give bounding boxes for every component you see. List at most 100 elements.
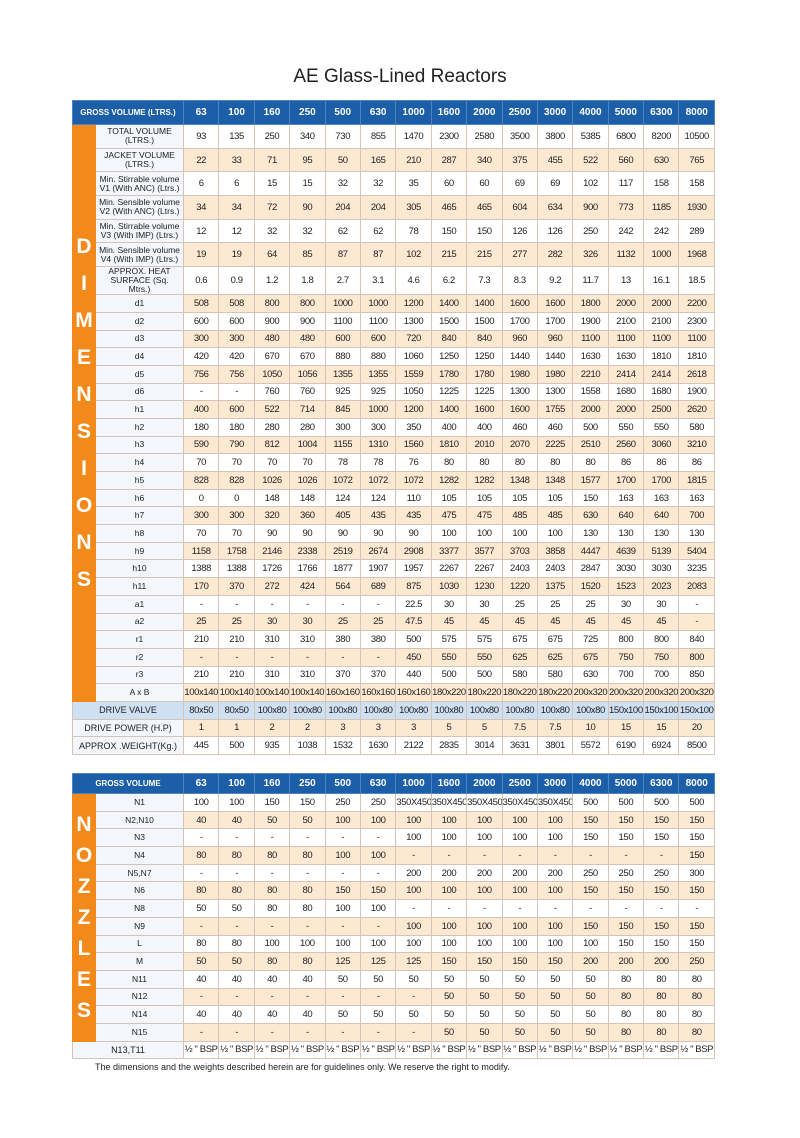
row: h5 828 828 1026 1026 1072 1072 1072 1282 1282 1348… — [73, 471, 715, 490]
cell: 100x80 — [359, 700, 397, 720]
cell: - — [430, 899, 468, 918]
cell: 300 — [678, 863, 715, 883]
cell: - — [536, 899, 574, 918]
side-letter: Z — [77, 874, 91, 898]
header-label: GROSS VOLUME (LTRS.) — [72, 100, 184, 125]
volume-header: 630 — [359, 100, 397, 125]
cell: 200x320 — [678, 683, 715, 702]
cell: 1100 — [607, 329, 645, 349]
cell: 100 — [324, 810, 361, 830]
cell: - — [536, 846, 574, 865]
cell: 3.1 — [359, 266, 397, 296]
cell: 2070 — [501, 435, 538, 455]
cell: 485 — [501, 506, 538, 526]
row-label: h10 — [95, 559, 184, 579]
cell: 1630 — [572, 347, 609, 366]
cell: 78 — [324, 453, 361, 472]
cell: 25 — [324, 612, 361, 632]
cell: 80 — [607, 987, 645, 1007]
cell: 773 — [607, 195, 645, 220]
cell: 22.5 — [395, 594, 432, 614]
cell: 100 — [324, 934, 361, 954]
cell: ½ " BSP — [395, 1040, 432, 1060]
cell: 1500 — [430, 311, 468, 331]
cell: 90 — [359, 524, 397, 543]
cell: - — [572, 899, 609, 918]
cell: 1100 — [572, 329, 609, 349]
cell: 35 — [395, 171, 432, 197]
cell: 0.6 — [182, 266, 220, 296]
cell: 50 — [572, 1005, 609, 1024]
row-label: h6 — [95, 488, 184, 508]
cell: 1000 — [359, 400, 397, 419]
cell: 105 — [501, 488, 538, 508]
cell: 3030 — [643, 559, 680, 579]
cell: 163 — [643, 488, 680, 508]
footnote: The dimensions and the weights described… — [95, 1062, 510, 1072]
volume-header: 63 — [182, 773, 220, 794]
cell: 1680 — [607, 382, 645, 402]
cell: 125 — [395, 952, 432, 971]
cell: 812 — [253, 435, 291, 455]
side-letter: I — [81, 271, 87, 295]
cell: - — [678, 899, 715, 918]
cell: 1348 — [536, 471, 574, 490]
row-label: M — [95, 952, 184, 971]
cell: 100 — [501, 916, 538, 936]
cell: 100 — [536, 524, 574, 543]
cell: ½ " BSP — [572, 1040, 609, 1060]
cell: ½ " BSP — [324, 1040, 361, 1060]
cell: 550 — [466, 647, 503, 667]
cell: 1355 — [359, 364, 397, 384]
cell: 100 — [359, 899, 397, 918]
row-label: d3 — [95, 329, 184, 349]
cell: 800 — [289, 294, 326, 313]
row-label: h11 — [95, 577, 184, 596]
cell: 50 — [430, 987, 468, 1007]
cell: 1700 — [536, 311, 574, 331]
row: a2 25 25 30 30 25 25 47.5 45 45 45 45 45 45 45- — [73, 612, 715, 632]
row-label: N4 — [95, 846, 184, 865]
cell: 1780 — [466, 364, 503, 384]
cell: 25 — [572, 594, 609, 614]
cell: 350X450 — [430, 793, 468, 812]
row: N6 80 80 80 80 150 150 100 100 100 100 100 150 150 150… — [73, 881, 715, 901]
cell: 1907 — [359, 559, 397, 579]
cell: 105 — [466, 488, 503, 508]
cell: 100 — [536, 934, 574, 954]
cell: 760 — [289, 382, 326, 402]
header-row: GROSS VOLUME 63 100 160 250 500 630 1000 1600 200… — [72, 773, 715, 794]
cell: 8.3 — [501, 266, 538, 296]
cell: 90 — [395, 524, 432, 543]
cell: 45 — [536, 612, 574, 632]
cell: 100 — [501, 934, 538, 954]
volume-header: 5000 — [607, 100, 645, 125]
cell: - — [218, 382, 255, 402]
cell: 600 — [218, 311, 255, 331]
cell: ½ " BSP — [430, 1040, 468, 1060]
cell: 40 — [182, 1005, 220, 1024]
row-label: h9 — [95, 541, 184, 561]
cell: - — [395, 987, 432, 1007]
cell: 130 — [572, 524, 609, 543]
cell: 2300 — [430, 124, 468, 149]
cell: 160x160 — [395, 683, 432, 702]
row: N12- - - - - - -50 50 50 50 50 80 80 80 — [73, 987, 715, 1007]
cell: - — [678, 594, 715, 614]
cell: 30 — [253, 612, 291, 632]
cell: 800 — [607, 630, 645, 649]
cell: 689 — [359, 577, 397, 596]
cell: 100 — [466, 810, 503, 830]
cell: 550 — [607, 417, 645, 437]
cell: 880 — [324, 347, 361, 366]
cell: 200 — [430, 863, 468, 883]
cell: - — [678, 612, 715, 632]
cell: 33 — [218, 147, 255, 173]
volume-header: 8000 — [678, 773, 715, 794]
cell: ½ " BSP — [182, 1040, 220, 1060]
cell: 80x50 — [218, 700, 255, 720]
cell: 80 — [678, 1022, 715, 1042]
cell: 80 — [643, 1005, 680, 1024]
cell: 7.5 — [501, 718, 538, 738]
